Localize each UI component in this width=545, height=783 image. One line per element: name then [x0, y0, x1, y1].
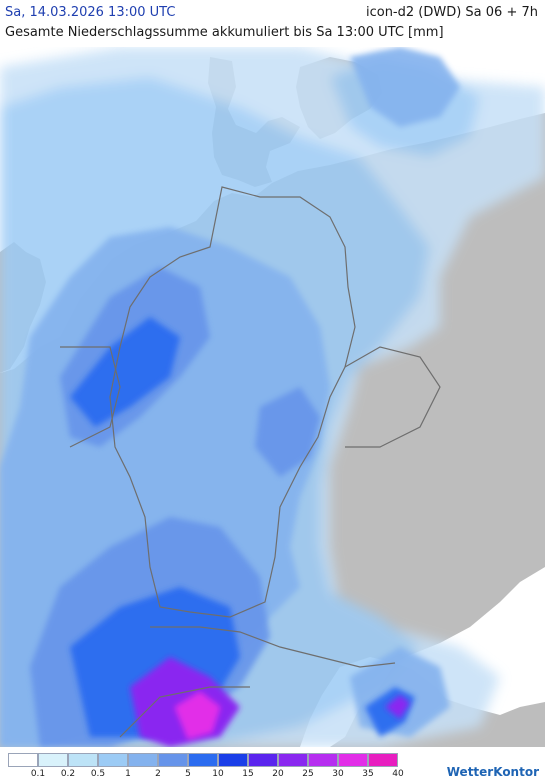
legend-swatch: [98, 753, 128, 767]
legend-swatch: [218, 753, 248, 767]
precipitation-map: [0, 47, 545, 747]
border-italy: [119, 686, 250, 738]
legend-tick-label: 15: [242, 769, 254, 779]
legend-tick-label: 1: [125, 769, 131, 779]
border-germany: [109, 186, 356, 618]
map-footer: 0.1 0.2 0.5 1 2 5 10 15 20 25 30 35 40 WetterKontor: [0, 747, 545, 783]
precip-layer-intense: [130, 657, 410, 747]
legend-swatch: [278, 753, 308, 767]
legend-swatch: [158, 753, 188, 767]
legend-tick-label: 30: [332, 769, 344, 779]
map-title: Gesamte Niederschlagssumme akkumuliert b…: [5, 25, 444, 40]
legend-tick-label: 2: [155, 769, 161, 779]
map-header: Sa, 14.03.2026 13:00 UTC icon-d2 (DWD) S…: [0, 0, 545, 48]
precip-intense-east: [385, 695, 410, 719]
precip-strong-center: [255, 387, 320, 477]
model-run-label: icon-d2 (DWD) Sa 06 + 7h: [365, 5, 538, 20]
legend-swatch: [338, 753, 368, 767]
legend-swatch: [8, 753, 38, 767]
legend-swatch: [248, 753, 278, 767]
legend-swatch: [368, 753, 398, 767]
precip-extreme-alps: [175, 692, 220, 739]
border-netherlands-belgium: [60, 346, 121, 448]
border-switzerland-austria: [150, 626, 396, 668]
legend-tick-label: 10: [212, 769, 224, 779]
legend-tick-label: 5: [185, 769, 191, 779]
legend-tick-label: 40: [392, 769, 404, 779]
legend-tick-label: 25: [302, 769, 314, 779]
precip-medium-north: [350, 47, 460, 127]
legend-tick-label: 0.5: [90, 769, 106, 779]
date-label: Sa, 14.03.2026 13:00 UTC: [5, 5, 176, 20]
legend-swatch: [188, 753, 218, 767]
precip-heavy-west: [70, 317, 180, 427]
legend-tick-label: 0.1: [30, 769, 46, 779]
legend-tick-label: 0.2: [60, 769, 76, 779]
border-czech: [344, 346, 441, 448]
legend-swatch: [308, 753, 338, 767]
legend-swatch: [128, 753, 158, 767]
legend-swatch: [68, 753, 98, 767]
legend-tick-label: 20: [272, 769, 284, 779]
legend-tick-label: 35: [362, 769, 374, 779]
border-layer: [60, 186, 441, 738]
legend-swatch: [38, 753, 68, 767]
brand-logo: WetterKontor: [446, 765, 539, 779]
